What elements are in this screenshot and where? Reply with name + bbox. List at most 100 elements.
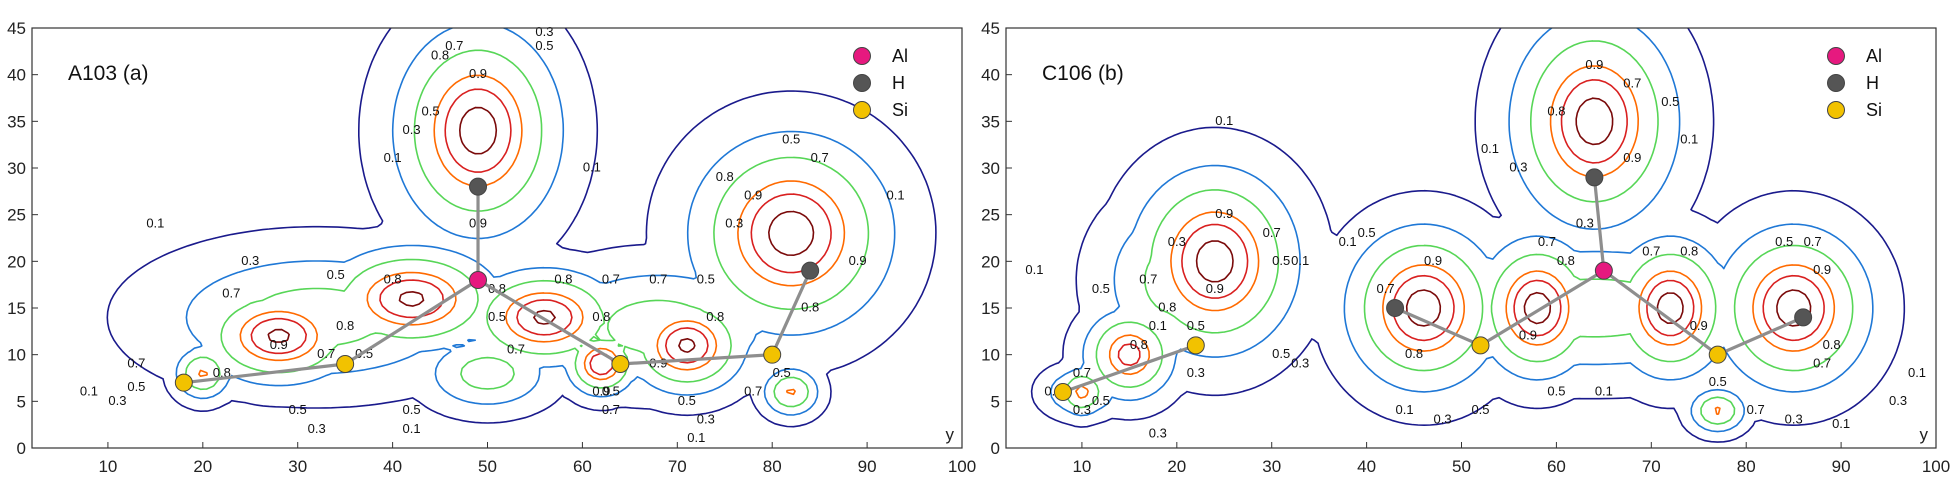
contour-label: 0.5 [1471, 402, 1489, 417]
contour-label: 0.8 [336, 318, 354, 333]
x-tick-label: 30 [288, 457, 307, 476]
x-tick-label: 90 [1832, 457, 1851, 476]
plot-frame [1005, 27, 1937, 449]
bond-line [1717, 315, 1804, 357]
contour-label: 0.8 [1158, 299, 1176, 314]
contour-lines [1030, 28, 1906, 443]
contour-label: 0.9 [1215, 206, 1233, 221]
bond-line [183, 362, 346, 385]
contour-label: 0.7 [1747, 402, 1765, 417]
contour-label: 0.9 [1813, 262, 1831, 277]
atom-si [763, 345, 782, 364]
atom-si [1471, 336, 1490, 355]
contour-label: 0.1 [1832, 416, 1850, 431]
contour-label: 0.3 [1168, 234, 1186, 249]
contour-label: 0.5 [1092, 281, 1110, 296]
contour-label: 0.5 [1547, 383, 1565, 398]
contour-label: 0.3 [403, 122, 421, 137]
legend-marker [853, 74, 871, 92]
contour-label: 0.3 [241, 253, 259, 268]
contour-label: 0.1 [146, 215, 164, 230]
legend: Al H Si [853, 46, 908, 120]
contour-label: 0.1 [80, 383, 98, 398]
contour-label: 0.5 [1661, 94, 1679, 109]
contour-label: 0.9 [469, 66, 487, 81]
atom-h [1794, 308, 1813, 327]
bond-line [770, 270, 812, 356]
bond-line [1394, 306, 1482, 347]
contour-label: 0.7 [507, 341, 525, 356]
legend-label: Al [1866, 46, 1882, 66]
atom-h [469, 177, 488, 196]
contour-label: 0.5 [289, 402, 307, 417]
bond-line [1602, 269, 1719, 356]
atom-si [174, 373, 193, 392]
contour-label: 0.7 [222, 285, 240, 300]
y-tick-label: 15 [981, 299, 1000, 318]
contour-level-0-3 [1049, 28, 1874, 433]
contour-label: 0.7 [1073, 365, 1091, 380]
contour-label: 0.9 [1585, 57, 1603, 72]
y-tick-label: 20 [7, 252, 26, 271]
contour-label: 0.7 [1139, 271, 1157, 286]
y-tick-label: 40 [981, 66, 1000, 85]
y-tick-label: 25 [981, 206, 1000, 225]
x-tick-label: 60 [1547, 457, 1566, 476]
legend-label: H [1866, 73, 1879, 93]
x-tick-label: 30 [1262, 457, 1281, 476]
contour-label: 0.5 [678, 393, 696, 408]
contour-label: 0.1 [1396, 402, 1414, 417]
plot-frame [31, 27, 963, 449]
contour-label: 0.7 [649, 271, 667, 286]
contour-label: 0.7 [602, 402, 620, 417]
contour-label: 0.1 [1680, 131, 1698, 146]
atom-h [1585, 168, 1604, 187]
legend-marker [853, 47, 871, 65]
contour-label: 0.1 [403, 421, 421, 436]
contour-label: 0.7 [602, 271, 620, 286]
atoms [174, 177, 820, 392]
contour-label: 0.8 [1557, 253, 1575, 268]
contour-label: 0.5 [535, 38, 553, 53]
x-tick-label: 70 [668, 457, 687, 476]
contour-label: 0.8 [431, 47, 449, 62]
bond-line [620, 353, 773, 366]
contour-label: 0.3 [1291, 355, 1309, 370]
x-tick-label: 60 [573, 457, 592, 476]
contour-label: 0.9 [270, 337, 288, 352]
contour-label: 0.9 [1206, 281, 1224, 296]
y-tick-label: 10 [981, 346, 1000, 365]
contour-label: 0.8 [384, 271, 402, 286]
contour-label: 0.7 [1263, 225, 1281, 240]
contour-label: 0.7 [1804, 234, 1822, 249]
bonds [183, 186, 812, 385]
legend-marker [1827, 101, 1845, 119]
contour-label: 0.7 [127, 355, 145, 370]
contour-label: 0.1 [1291, 253, 1309, 268]
legend-marker [1827, 47, 1845, 65]
contour-label: 0.5 [697, 271, 715, 286]
contour-label: 0.8 [554, 271, 572, 286]
contour-label: 0.7 [1538, 234, 1556, 249]
contour-label: 0.5 [1272, 346, 1290, 361]
atom-h [1386, 299, 1405, 317]
contour-level-0-5 [1064, 40, 1854, 425]
bond-line [344, 278, 479, 366]
atom-h [801, 261, 820, 280]
legend-label: H [892, 73, 905, 93]
y-tick-label: 40 [7, 66, 26, 85]
contour-label: 0.1 [1339, 234, 1357, 249]
contour-label: 0.1 [887, 187, 905, 202]
panel-title: A103 (a) [68, 62, 149, 85]
contour-label: 0.9 [1519, 327, 1537, 342]
contour-level-0-3 [175, 28, 896, 416]
x-axis-label: y [1920, 425, 1929, 444]
bond-line [477, 278, 622, 366]
contour-label: 0.1 [1149, 318, 1167, 333]
contour-label: 0.7 [445, 38, 463, 53]
contour-level-0-7 [198, 74, 846, 396]
contour-label: 0.3 [535, 24, 553, 39]
panel-1: 0.10.30.50.70.80.90.90.80.70.50.30.10.50… [7, 19, 976, 476]
x-tick-label: 10 [1072, 457, 1091, 476]
contour-level-0-7 [1075, 65, 1836, 415]
